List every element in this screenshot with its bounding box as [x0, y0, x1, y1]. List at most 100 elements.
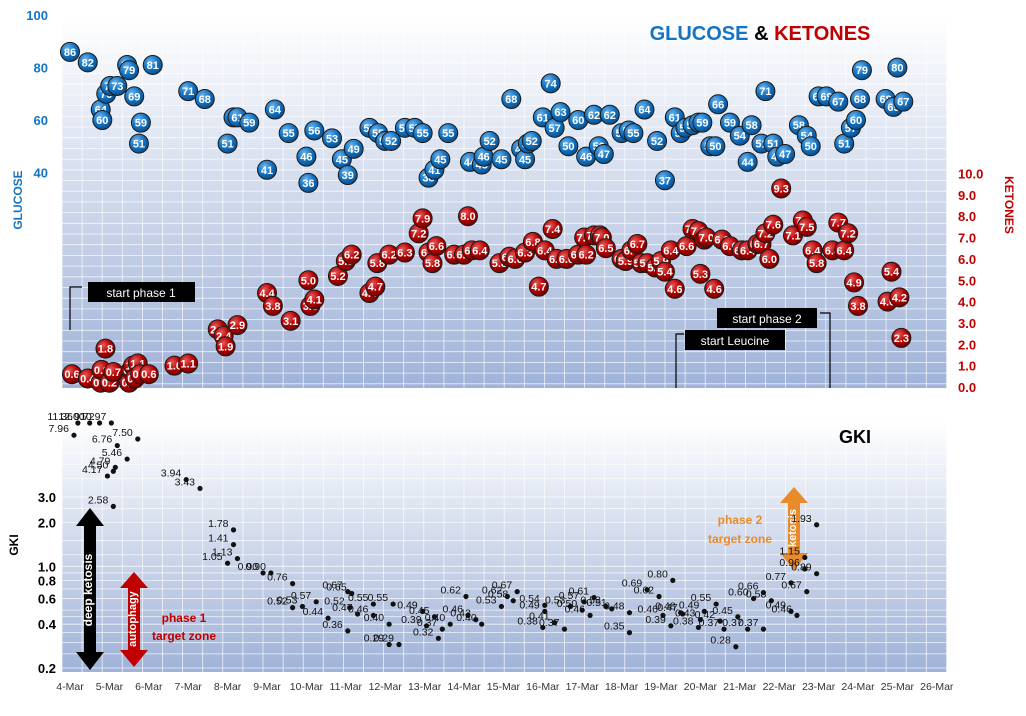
- glucose-value-label: 46: [580, 152, 592, 164]
- gki-value-label: 0.57: [291, 590, 312, 602]
- glucose-value-label: 50: [709, 141, 721, 153]
- gki-point: 1.78: [208, 518, 237, 533]
- glucose-point: 51: [128, 133, 149, 154]
- glucose-point: 51: [834, 133, 855, 154]
- gki-value-label: 0.37: [417, 617, 438, 629]
- gki-value-label: 0.38: [517, 615, 538, 627]
- gki-point: 0.90: [246, 561, 274, 576]
- gki-value-label: 0.80: [647, 568, 668, 580]
- gki-point: 0.46: [443, 603, 471, 618]
- gki-point: 0.61: [569, 586, 597, 601]
- glucose-value-label: 46: [300, 152, 312, 164]
- gki-value-label: 0.37: [539, 617, 560, 629]
- glucose-point: 46: [296, 146, 317, 167]
- gki-value-label: 4.17: [82, 464, 103, 476]
- gki-point: 3.94: [161, 468, 189, 483]
- gki-value-label: 0.89: [791, 562, 812, 574]
- glucose-value-label: 52: [385, 136, 397, 148]
- gki-point: 0.43: [675, 608, 704, 623]
- glucose-point: 47: [775, 144, 796, 165]
- ketone-point: 1.1: [178, 353, 199, 374]
- glucose-point: 68: [194, 89, 215, 110]
- glucose-point: 41: [257, 159, 277, 180]
- glucose-value-label: 57: [548, 123, 560, 135]
- x-tick-label: 8-Mar: [214, 681, 242, 693]
- gki-point: 1.93: [791, 513, 820, 528]
- glucose-point: 64: [634, 99, 655, 120]
- ketone-value-label: 5.8: [425, 258, 440, 270]
- glucose-value-label: 61: [537, 112, 549, 124]
- gki-point: 0.29: [374, 633, 402, 648]
- gki-value-label: 0.76: [267, 572, 288, 584]
- ketone-point: 3.1: [280, 310, 301, 331]
- gki-point: 12.00: [58, 411, 93, 426]
- gki-value-label: 0.90: [238, 561, 259, 573]
- gki-value-label: 0.60: [728, 587, 749, 599]
- gki-value-label: 0.66: [738, 581, 759, 593]
- glucose-value-label: 50: [562, 141, 574, 153]
- gki-point: 0.54: [519, 593, 548, 608]
- gki-value-label: 0.54: [519, 593, 540, 605]
- gki-point: 0.43: [450, 608, 479, 623]
- gki-value-label: 0.49: [766, 599, 787, 611]
- ketosis-label: ketosis: [787, 509, 799, 547]
- ketones-tick-label: 6.0: [958, 252, 976, 267]
- x-tick-label: 5-Mar: [96, 681, 124, 693]
- x-tick-label: 9-Mar: [253, 681, 281, 693]
- glucose-point: 60: [846, 110, 867, 130]
- gki-value-label: 0.45: [712, 605, 733, 617]
- ketone-value-label: 1.9: [218, 341, 233, 353]
- glucose-value-label: 44: [742, 157, 755, 169]
- glucose-value-label: 64: [269, 105, 282, 117]
- ketone-point: 6.4: [834, 240, 855, 261]
- x-tick-label: 24-Mar: [841, 681, 875, 693]
- gki-point: 0.28: [710, 635, 739, 650]
- gki-point: 0.29: [364, 633, 392, 648]
- phase2-target-label: target zone: [708, 532, 772, 546]
- bottom-grid: [61, 420, 947, 672]
- phase1-bracket: [69, 286, 82, 330]
- ketones-tick-label: 2.0: [958, 337, 976, 352]
- gki-point: 0.38: [673, 615, 702, 631]
- glucose-point: 60: [568, 110, 589, 130]
- glucose-point: 55: [438, 123, 459, 144]
- glucose-value-label: 52: [526, 136, 538, 148]
- glucose-value-label: 60: [572, 115, 584, 127]
- gki-tick-label: 0.6: [38, 592, 56, 607]
- gki-value-label: 6.76: [92, 434, 113, 446]
- x-tick-label: 21-Mar: [723, 681, 757, 693]
- glucose-point: 71: [755, 81, 776, 102]
- glucose-point: 50: [800, 136, 821, 157]
- top-axis-ticks: 100 80 60 40 10.0 9.0 8.0 7.0 6.0 5.0 4.0 3.0 2.0 1.0…: [26, 8, 983, 395]
- start-phase1-label: start phase 1: [106, 286, 176, 300]
- glucose-value-label: 68: [199, 94, 211, 106]
- gki-point: 10.97: [80, 411, 114, 426]
- gki-point: 0.67: [322, 580, 351, 595]
- gki-point: 0.62: [441, 585, 469, 600]
- ketones-tick-label: 10.0: [958, 167, 983, 182]
- x-tick-label: 26-Mar: [920, 681, 954, 693]
- gki-point: 0.39: [645, 614, 674, 629]
- gki-point: 0.44: [303, 606, 331, 621]
- glucose-value-label: 80: [891, 63, 903, 75]
- gki-value-label: 12.00: [58, 411, 84, 423]
- ketone-point: 7.4: [542, 219, 563, 240]
- ketone-point: 4.7: [365, 276, 386, 297]
- gki-point: 7.50: [112, 427, 141, 442]
- ketone-point: 5.8: [806, 253, 827, 274]
- ketone-point: 7.2: [408, 223, 429, 244]
- gki-tick-label: 1.0: [38, 559, 56, 574]
- gki-value-label: 4.50: [88, 459, 109, 471]
- glucose-value-label: 60: [850, 115, 862, 127]
- deep-ketosis-arrow: deep ketosis: [76, 508, 104, 670]
- glucose-point: 71: [178, 81, 199, 102]
- gki-point: 0.52: [267, 596, 296, 611]
- gki-point: 0.53: [277, 594, 306, 610]
- gki-value-label: 1.41: [208, 533, 229, 545]
- gki-point: 0.89: [791, 562, 820, 577]
- gki-point: 0.80: [647, 568, 676, 584]
- gki-point: 0.62: [634, 585, 662, 600]
- gki-value-label: 4.79: [90, 455, 111, 467]
- gki-point: 0.55: [691, 592, 719, 607]
